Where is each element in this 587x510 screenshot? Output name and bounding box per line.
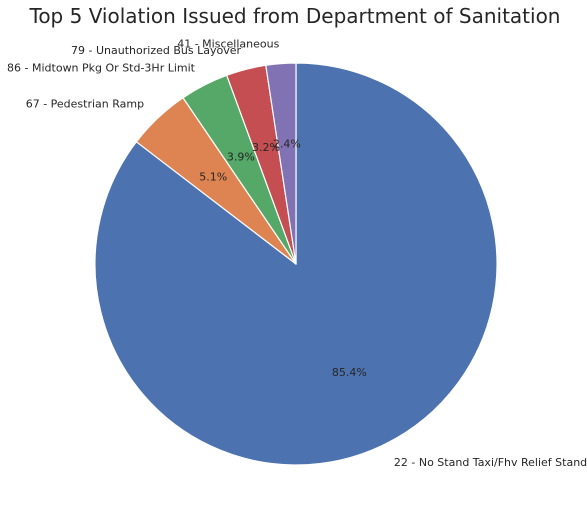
slice-label-41-miscellaneous: 41 - Miscellaneous	[177, 38, 279, 51]
slice-percent-22-no-stand-taxi-fhv-relief-stand: 85.4%	[332, 366, 367, 379]
chart-title: Top 5 Violation Issued from Department o…	[29, 4, 561, 28]
slice-labels: 22 - No Stand Taxi/Fhv Relief Stand 67 - …	[7, 38, 587, 470]
pie-slice-41-miscellaneous	[265, 62, 297, 265]
percent-labels: 85.4% 5.1%3.9%3.2%2.4%	[199, 138, 367, 379]
pie-wedges	[94, 62, 498, 466]
slice-label-86-midtown-pkg-or-std-3hr-limit: 86 - Midtown Pkg Or Std-3Hr Limit	[7, 61, 196, 74]
slice-percent-79-unauthorized-bus-layover: 3.2%	[252, 141, 280, 154]
slice-percent-67-pedestrian-ramp: 5.1%	[199, 170, 227, 183]
slice-percent-86-midtown-pkg-or-std-3hr-limit: 3.9%	[227, 151, 255, 164]
slice-label-22-no-stand-taxi-fhv-relief-stand: 22 - No Stand Taxi/Fhv Relief Stand	[394, 456, 587, 469]
slice-percent-41-miscellaneous: 2.4%	[273, 138, 301, 151]
slice-label-79-unauthorized-bus-layover: 79 - Unauthorized Bus Layover	[71, 44, 241, 57]
slice-label-67-pedestrian-ramp: 67 - Pedestrian Ramp	[26, 97, 144, 110]
